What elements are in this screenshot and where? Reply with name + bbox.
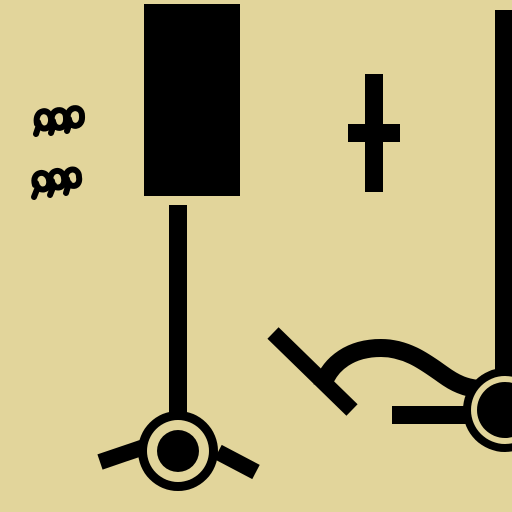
swirl-glyphs-icon (31, 105, 85, 200)
lever-icon (267, 327, 483, 416)
cross-icon (348, 74, 400, 192)
right-node-icon (392, 10, 512, 452)
black-block-icon (144, 4, 240, 196)
circle-node-icon (97, 205, 260, 491)
